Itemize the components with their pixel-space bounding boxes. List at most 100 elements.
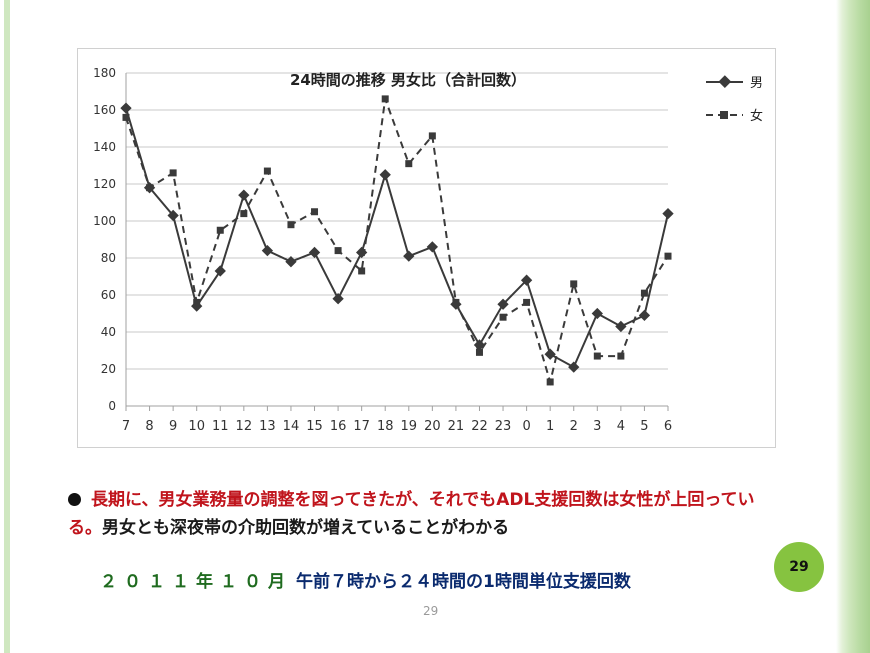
y-tick-label: 180 <box>93 66 116 80</box>
x-tick-label: 0 <box>522 419 530 434</box>
data-point-male <box>332 293 344 305</box>
x-tick-label: 3 <box>593 419 601 434</box>
data-point-male <box>544 348 556 360</box>
y-tick-label: 60 <box>101 288 116 302</box>
y-tick-label: 40 <box>101 325 116 339</box>
data-point-female <box>240 210 248 218</box>
data-point-female <box>146 184 154 192</box>
data-point-female <box>287 221 295 229</box>
legend-label-female: 女 <box>750 108 763 124</box>
data-point-female <box>428 132 436 140</box>
x-tick-label: 22 <box>471 419 488 434</box>
series-line-female <box>125 98 669 386</box>
data-point-male <box>426 241 439 253</box>
y-tick-label: 80 <box>101 251 116 265</box>
data-point-female <box>570 280 578 288</box>
data-point-female <box>475 348 483 356</box>
series-layer <box>120 95 674 386</box>
data-point-female <box>664 252 672 260</box>
data-caption: ２０１１年１０月 午前７時から２４時間の1時間単位支援回数 <box>100 567 631 592</box>
x-tick-label: 17 <box>353 419 370 434</box>
data-point-female <box>452 298 460 306</box>
x-tick-label: 8 <box>145 419 153 434</box>
slide-left-border <box>4 0 10 653</box>
data-point-male <box>403 250 415 262</box>
legend-marker-male <box>718 75 732 89</box>
legend-marker-female <box>720 111 728 119</box>
data-point-male <box>214 265 226 277</box>
data-point-female <box>169 169 177 177</box>
data-point-female <box>405 160 413 168</box>
caption-date: ２０１１年１０月 <box>100 572 292 592</box>
note-red-text: 長期に、男女業務量の調整を図ってきたが、それでもADL支援回数は女性が上回ってい… <box>68 490 755 538</box>
data-point-female <box>193 298 201 306</box>
data-point-male <box>591 307 603 320</box>
x-tick-label: 4 <box>617 419 625 434</box>
data-point-male <box>379 169 391 181</box>
data-point-female <box>311 208 319 216</box>
chart-title: 24時間の推移 男女比（合計回数） <box>290 71 526 89</box>
x-tick-label: 7 <box>122 419 130 434</box>
data-point-male <box>568 361 580 373</box>
data-point-female <box>122 113 130 121</box>
observation-note: 長期に、男女業務量の調整を図ってきたが、それでもADL支援回数は女性が上回ってい… <box>68 486 788 542</box>
data-point-male <box>355 246 368 259</box>
slide-right-border <box>836 0 870 653</box>
data-point-female <box>593 352 601 360</box>
data-point-male <box>120 102 132 114</box>
legend-label-male: 男 <box>750 76 763 91</box>
data-point-male <box>285 256 297 268</box>
y-tick-label: 140 <box>93 140 116 154</box>
bullet-icon <box>68 493 81 506</box>
data-point-male <box>662 207 674 220</box>
data-point-female <box>523 298 531 306</box>
x-tick-label: 11 <box>212 419 229 434</box>
data-point-male <box>238 189 250 201</box>
y-tick-label: 20 <box>101 362 116 376</box>
x-tick-label: 9 <box>169 419 177 434</box>
y-tick-label: 160 <box>93 103 116 117</box>
x-tick-label: 18 <box>377 419 394 434</box>
chart-legend: 男 女 <box>706 75 763 124</box>
x-tick-label: 20 <box>424 419 441 434</box>
data-point-female <box>358 267 366 275</box>
data-point-male <box>308 246 321 259</box>
x-tick-label: 16 <box>330 419 347 434</box>
data-point-male <box>520 274 533 286</box>
caption-description: 午前７時から２４時間の1時間単位支援回数 <box>296 572 631 592</box>
data-point-male <box>638 309 651 322</box>
x-tick-label: 6 <box>664 419 672 434</box>
grid-layer <box>126 72 668 407</box>
x-tick-label: 15 <box>306 419 323 434</box>
data-point-female <box>617 352 625 360</box>
data-point-female <box>216 226 224 234</box>
data-point-female <box>546 378 554 386</box>
x-tick-label: 12 <box>236 419 253 434</box>
data-point-female <box>640 289 648 297</box>
x-tick-label: 14 <box>283 419 300 434</box>
x-tick-label: 10 <box>188 419 205 434</box>
data-point-female <box>381 95 389 103</box>
y-tick-label: 120 <box>93 177 116 191</box>
data-point-female <box>334 247 342 255</box>
x-tick-label: 19 <box>401 419 418 434</box>
data-point-female <box>263 167 271 175</box>
x-tick-label: 1 <box>546 419 554 434</box>
x-tick-label: 5 <box>640 419 648 434</box>
x-tick-label: 23 <box>495 419 512 434</box>
note-dark-text: 男女とも深夜帯の介助回数が増えていることがわかる <box>102 518 510 538</box>
data-point-male <box>497 298 509 310</box>
y-tick-label: 100 <box>93 214 116 228</box>
y-tick-label: 0 <box>108 399 116 413</box>
x-tick-label: 13 <box>259 419 276 434</box>
data-point-female <box>499 313 507 321</box>
x-tick-label: 21 <box>448 419 465 434</box>
x-tick-label: 2 <box>570 419 578 434</box>
series-line-male <box>125 107 669 369</box>
line-chart: 0 20 40 60 80 100 120 140 160 180 7 8 9 10 11 12 13 14 15 1… <box>77 48 776 448</box>
page-number-footer: 29 <box>423 604 439 618</box>
data-point-male <box>615 320 627 333</box>
page-number-badge: 29 <box>774 542 824 592</box>
data-point-male <box>261 244 274 257</box>
